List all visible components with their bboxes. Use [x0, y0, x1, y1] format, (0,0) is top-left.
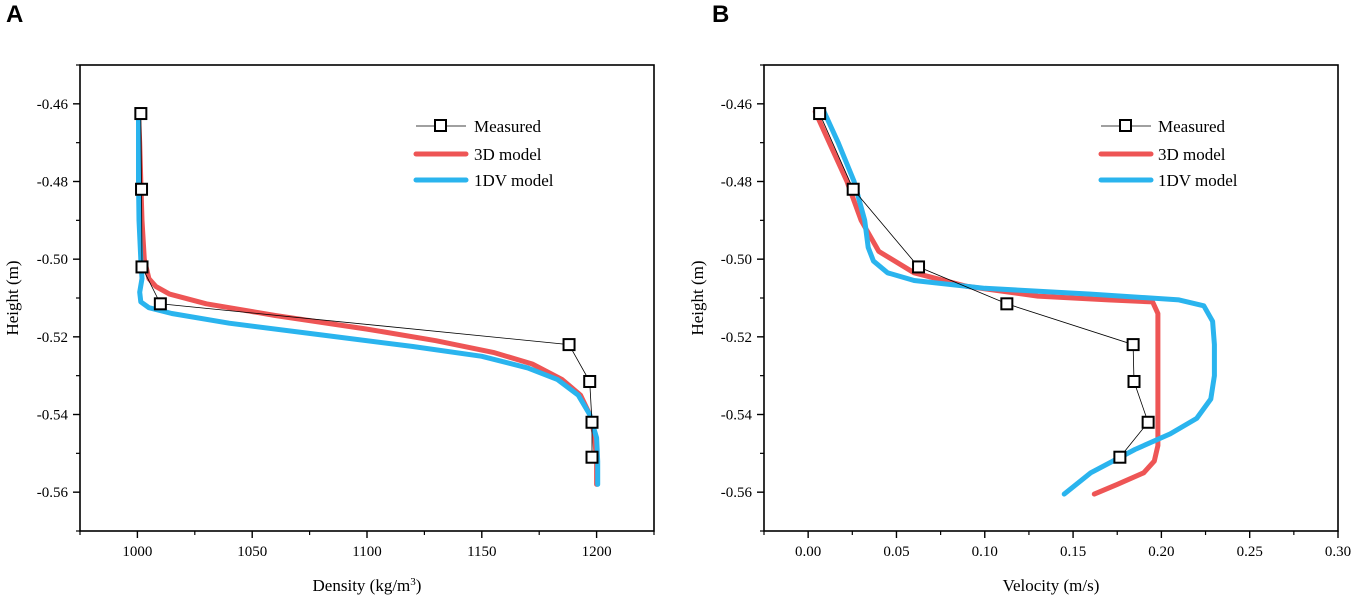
panel-a-y-axis-title: Height (m): [3, 260, 22, 335]
y-tick-label: -0.48: [721, 175, 752, 191]
x-tick-label: 1150: [467, 544, 496, 560]
x-tick-label: 0.05: [883, 544, 909, 560]
panel-b-label: B: [712, 1, 729, 28]
y-tick-label: -0.50: [721, 252, 752, 268]
y-tick-label: -0.50: [37, 252, 68, 268]
x-tick-label: 0.30: [1325, 544, 1351, 560]
panel-a-x-axis-title: Density (kg/m3): [313, 576, 422, 595]
measured-point: [846, 182, 860, 196]
panel-a-legend: Measured 3D model 1DV model: [413, 117, 554, 190]
measured-point: [134, 107, 148, 121]
panel-b-series: [812, 107, 1217, 497]
x-tick-label: 1000: [122, 544, 152, 560]
x-tick-label: 1050: [237, 544, 267, 560]
series-line-3d-model: [136, 111, 600, 487]
panel-b-x-axis-title: Velocity (m/s): [1003, 576, 1100, 595]
panel-a-ticks: 1000 1050 1100 1150 1200 -0.46 -0.48 -0.50 -0.52…: [37, 64, 655, 560]
panel-a: A 1000 1050 1100 1150 1200 -0.46 -0.48 -0.50 -0.…: [3, 1, 655, 595]
y-tick-label: -0.52: [721, 330, 752, 346]
y-tick-label: -0.56: [721, 485, 753, 501]
legend-measured-marker: [434, 119, 447, 132]
panel-a-label: A: [6, 1, 23, 28]
measured-point: [912, 260, 926, 274]
panel-b: B 0.00 0.05 0.10 0.15 0.20 0.25 0.30 -0.46 -0.48…: [688, 1, 1351, 595]
measured-point: [1141, 415, 1155, 429]
measured-point: [135, 260, 149, 274]
panel-b-ticks: 0.00 0.05 0.10 0.15 0.20 0.25 0.30 -0.46 -0.48 -0…: [721, 64, 1351, 560]
series-line-measured: [140, 113, 593, 458]
measured-point: [583, 374, 597, 388]
y-tick-label: -0.56: [37, 485, 69, 501]
legend-measured-label: Measured: [1158, 117, 1226, 136]
measured-point: [1000, 297, 1014, 311]
y-tick-label: -0.54: [37, 408, 69, 424]
x-tick-label: 0.20: [1148, 544, 1174, 560]
measured-point: [1126, 338, 1140, 352]
legend-measured-marker: [1119, 119, 1132, 132]
measured-point: [813, 107, 827, 121]
y-tick-label: -0.54: [721, 408, 753, 424]
y-tick-label: -0.52: [37, 330, 68, 346]
series-line-3d-model: [812, 109, 1161, 497]
measured-point: [1113, 450, 1127, 464]
x-tick-label: 1100: [352, 544, 381, 560]
x-tick-label: 1200: [582, 544, 612, 560]
measured-point: [135, 182, 149, 196]
measured-point: [153, 297, 167, 311]
legend-1dv-model-label: 1DV model: [1158, 171, 1238, 190]
series-line-1dv-model: [136, 111, 601, 487]
measured-point: [1127, 374, 1141, 388]
x-tick-label: 0.25: [1237, 544, 1263, 560]
legend-measured-label: Measured: [474, 117, 542, 136]
panel-b-legend: Measured 3D model 1DV model: [1098, 117, 1238, 190]
panel-b-y-axis-title: Height (m): [688, 260, 707, 335]
measured-point: [585, 415, 599, 429]
measured-point: [585, 450, 599, 464]
series-line-1dv-model: [821, 109, 1217, 497]
y-tick-label: -0.48: [37, 175, 68, 191]
legend-1dv-model-label: 1DV model: [474, 171, 554, 190]
x-tick-label: 0.10: [972, 544, 998, 560]
y-tick-label: -0.46: [37, 97, 69, 113]
y-tick-label: -0.46: [721, 97, 753, 113]
series-line-measured: [819, 113, 1149, 458]
x-tick-label: 0.00: [795, 544, 821, 560]
measured-point: [562, 338, 576, 352]
legend-3d-model-label: 3D model: [1158, 145, 1226, 164]
legend-3d-model-label: 3D model: [474, 145, 542, 164]
x-tick-label: 0.15: [1060, 544, 1086, 560]
panel-a-series: [134, 107, 601, 487]
